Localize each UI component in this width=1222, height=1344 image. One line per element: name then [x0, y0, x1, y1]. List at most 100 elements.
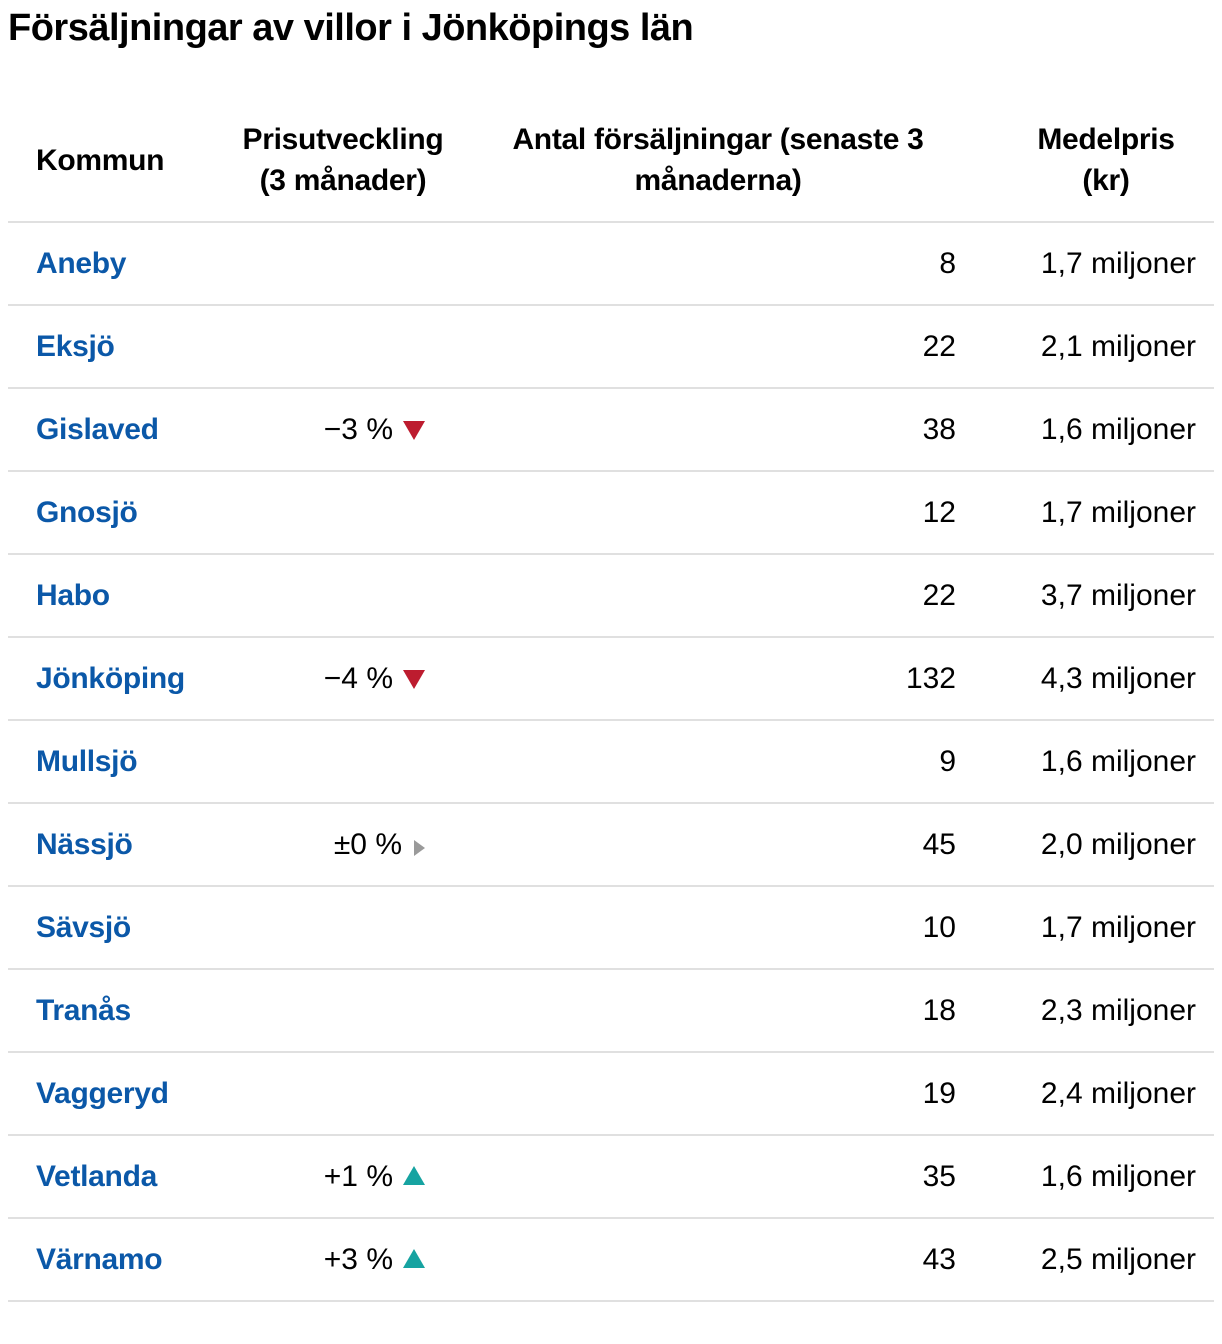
kommun-cell: Sävsjö	[8, 886, 228, 969]
table-header-row: Kommun Prisutveckling (3 månader) Antal …	[8, 98, 1214, 222]
kommun-cell: Vaggeryd	[8, 1052, 228, 1135]
price-trend-cell	[228, 886, 458, 969]
kommun-link[interactable]: Gislaved	[36, 412, 159, 446]
price-trend-cell: +3 %	[228, 1218, 458, 1301]
average-price: 2,5 miljoner	[1040, 1242, 1196, 1276]
kommun-link[interactable]: Värnamo	[36, 1242, 163, 1276]
sales-count: 43	[922, 1242, 956, 1276]
sales-count: 22	[922, 329, 956, 363]
table-row: Värnamo +3 % 43 2,5 miljoner	[8, 1218, 1214, 1301]
table-row: Jönköping −4 % 132 4,3 miljoner	[8, 637, 1214, 720]
trend-down-icon	[403, 420, 425, 440]
price-trend-cell	[228, 554, 458, 637]
average-price: 1,7 miljoner	[1040, 495, 1196, 529]
table-row: Habo 22 3,7 miljoner	[8, 554, 1214, 637]
price-trend-cell: −4 %	[228, 637, 458, 720]
column-header-prisutveckling: Prisutveckling (3 månader)	[228, 98, 458, 222]
average-price: 1,7 miljoner	[1040, 246, 1196, 280]
table-row: Gislaved −3 % 38 1,6 miljoner	[8, 388, 1214, 471]
table-row: Aneby 8 1,7 miljoner	[8, 222, 1214, 305]
sales-count: 10	[922, 910, 956, 944]
kommun-link[interactable]: Aneby	[36, 246, 127, 280]
sales-count: 22	[922, 578, 956, 612]
average-price: 3,7 miljoner	[1040, 578, 1196, 612]
trend-up-icon	[403, 1165, 425, 1185]
sales-table: Kommun Prisutveckling (3 månader) Antal …	[8, 98, 1214, 1302]
price-trend-value: +3 %	[323, 1242, 393, 1276]
price-trend-cell: ±0 %	[228, 803, 458, 886]
price-trend-cell	[228, 222, 458, 305]
kommun-cell: Gislaved	[8, 388, 228, 471]
kommun-link[interactable]: Habo	[36, 578, 110, 612]
column-header-kommun-label: Kommun	[36, 143, 165, 177]
table-row: Sävsjö 10 1,7 miljoner	[8, 886, 1214, 969]
kommun-link[interactable]: Tranås	[36, 993, 131, 1027]
table-row: Vetlanda +1 % 35 1,6 miljoner	[8, 1135, 1214, 1218]
average-price: 2,4 miljoner	[1040, 1076, 1196, 1110]
average-price: 4,3 miljoner	[1040, 661, 1196, 695]
column-header-antal: Antal försäljningar (senaste 3 månaderna…	[458, 98, 978, 222]
kommun-cell: Jönköping	[8, 637, 228, 720]
sales-count: 35	[922, 1159, 956, 1193]
column-header-medelpris: Medelpris (kr)	[978, 98, 1214, 222]
price-trend-cell: +1 %	[228, 1135, 458, 1218]
price-trend-cell	[228, 471, 458, 554]
kommun-link[interactable]: Mullsjö	[36, 744, 138, 778]
column-header-prisutveckling-label: Prisutveckling (3 månader)	[242, 122, 444, 197]
trend-flat-icon	[414, 839, 425, 856]
price-trend-cell	[228, 720, 458, 803]
kommun-link[interactable]: Gnosjö	[36, 495, 138, 529]
price-trend-value: ±0 %	[333, 827, 402, 861]
kommun-cell: Mullsjö	[8, 720, 228, 803]
price-trend-value: −4 %	[323, 661, 393, 695]
trend-down-icon	[403, 669, 425, 689]
column-header-medelpris-label: Medelpris (kr)	[1037, 122, 1175, 197]
price-trend-value: +1 %	[323, 1159, 393, 1193]
table-row: Eksjö 22 2,1 miljoner	[8, 305, 1214, 388]
trend-up-icon	[403, 1248, 425, 1268]
kommun-link[interactable]: Nässjö	[36, 827, 133, 861]
average-price: 2,0 miljoner	[1040, 827, 1196, 861]
kommun-cell: Tranås	[8, 969, 228, 1052]
table-body: Aneby 8 1,7 miljoner Eksjö 22 2,1 miljoner Gis…	[8, 222, 1214, 1301]
sales-count: 18	[922, 993, 956, 1027]
kommun-cell: Vetlanda	[8, 1135, 228, 1218]
average-price: 1,6 miljoner	[1040, 744, 1196, 778]
sales-count: 45	[922, 827, 956, 861]
kommun-link[interactable]: Vetlanda	[36, 1159, 157, 1193]
table-row: Nässjö ±0 % 45 2,0 miljoner	[8, 803, 1214, 886]
sales-count: 9	[939, 744, 956, 778]
sales-count: 38	[922, 412, 956, 446]
kommun-link[interactable]: Jönköping	[36, 661, 185, 695]
kommun-cell: Aneby	[8, 222, 228, 305]
kommun-link[interactable]: Sävsjö	[36, 910, 131, 944]
table-row: Gnosjö 12 1,7 miljoner	[8, 471, 1214, 554]
price-trend-cell	[228, 1052, 458, 1135]
average-price: 1,6 miljoner	[1040, 412, 1196, 446]
column-header-antal-label: Antal försäljningar (senaste 3 månaderna…	[512, 122, 924, 197]
kommun-link[interactable]: Eksjö	[36, 329, 115, 363]
page-title: Försäljningar av villor i Jönköpings län	[8, 7, 694, 49]
kommun-cell: Gnosjö	[8, 471, 228, 554]
table-row: Mullsjö 9 1,6 miljoner	[8, 720, 1214, 803]
kommun-cell: Habo	[8, 554, 228, 637]
kommun-link[interactable]: Vaggeryd	[36, 1076, 169, 1110]
average-price: 2,3 miljoner	[1040, 993, 1196, 1027]
price-trend-cell: −3 %	[228, 388, 458, 471]
price-trend-cell	[228, 969, 458, 1052]
price-trend-value: −3 %	[323, 412, 393, 446]
average-price: 1,6 miljoner	[1040, 1159, 1196, 1193]
sales-count: 12	[922, 495, 956, 529]
kommun-cell: Eksjö	[8, 305, 228, 388]
sales-count: 132	[905, 661, 956, 695]
table-row: Tranås 18 2,3 miljoner	[8, 969, 1214, 1052]
table-row: Vaggeryd 19 2,4 miljoner	[8, 1052, 1214, 1135]
sales-count: 8	[939, 246, 956, 280]
average-price: 2,1 miljoner	[1040, 329, 1196, 363]
column-header-kommun: Kommun	[8, 98, 228, 222]
kommun-cell: Värnamo	[8, 1218, 228, 1301]
sales-count: 19	[922, 1076, 956, 1110]
table-header: Kommun Prisutveckling (3 månader) Antal …	[8, 98, 1214, 222]
price-trend-cell	[228, 305, 458, 388]
average-price: 1,7 miljoner	[1040, 910, 1196, 944]
